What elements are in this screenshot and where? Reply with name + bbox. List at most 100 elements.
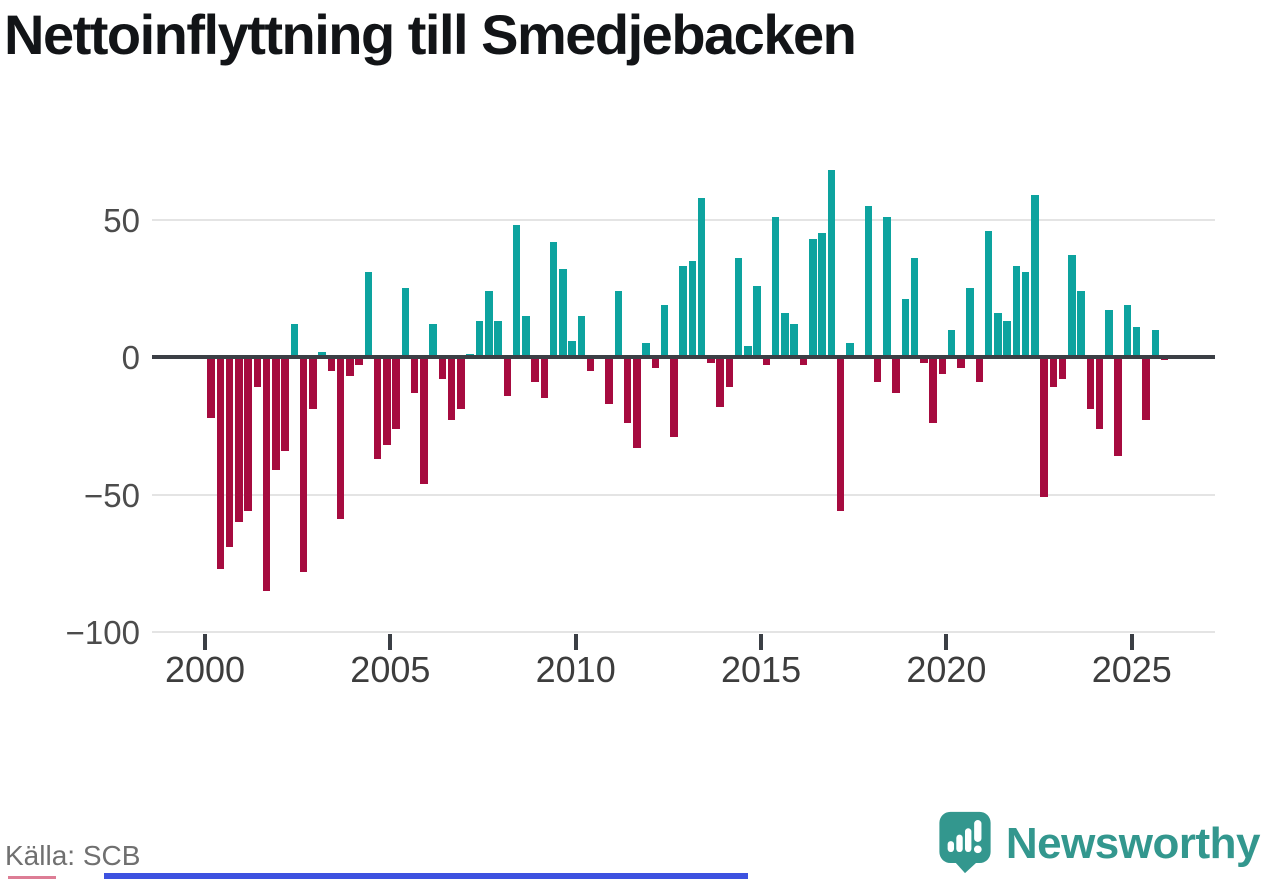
bar xyxy=(466,354,474,356)
bar xyxy=(346,359,354,377)
bar xyxy=(225,359,234,547)
bar xyxy=(568,340,576,355)
bar xyxy=(1003,321,1011,356)
bar xyxy=(327,359,336,371)
x-axis-tick xyxy=(573,634,578,650)
bar xyxy=(1021,271,1030,356)
zero-axis-line xyxy=(152,355,1215,359)
bar xyxy=(846,343,854,356)
bar xyxy=(771,216,780,356)
newsworthy-logo: Newsworthy xyxy=(936,810,1261,879)
bar xyxy=(1058,359,1067,379)
bar xyxy=(1012,266,1021,356)
bar xyxy=(1160,359,1169,360)
brand-bar-pink-segment xyxy=(8,876,56,879)
bar xyxy=(540,359,548,399)
bar xyxy=(651,359,660,368)
bar xyxy=(642,343,650,356)
bar xyxy=(216,359,224,569)
y-gridline xyxy=(152,493,1215,496)
bar xyxy=(262,359,271,591)
bar xyxy=(272,359,280,470)
bar xyxy=(623,359,632,423)
bar xyxy=(605,359,613,404)
y-gridline xyxy=(152,631,1215,633)
bar xyxy=(707,359,715,363)
bar xyxy=(762,359,771,366)
bar xyxy=(947,329,956,355)
bar xyxy=(790,324,798,355)
y-gridline xyxy=(152,218,1215,221)
bar xyxy=(873,359,882,382)
bar xyxy=(734,258,743,355)
bar xyxy=(1086,359,1095,410)
bar xyxy=(670,359,678,437)
bar xyxy=(1114,359,1122,456)
bar xyxy=(207,359,215,418)
bar xyxy=(910,258,919,355)
bar xyxy=(744,346,752,355)
bar xyxy=(818,233,826,356)
bar xyxy=(883,216,891,356)
bar xyxy=(512,225,521,355)
bar xyxy=(901,299,909,356)
bar xyxy=(235,359,243,522)
bar xyxy=(1142,359,1150,421)
bar xyxy=(984,230,993,355)
bar xyxy=(355,359,363,366)
bar xyxy=(697,197,706,355)
bar xyxy=(522,315,530,356)
bar xyxy=(920,359,928,363)
bar xyxy=(253,359,261,388)
bar xyxy=(994,313,1002,355)
bar xyxy=(577,315,585,356)
bar xyxy=(688,260,697,356)
y-axis-label: 0 xyxy=(121,339,140,376)
bar xyxy=(1068,255,1076,356)
bar xyxy=(364,271,373,356)
bar xyxy=(401,288,410,356)
x-axis-tick xyxy=(944,634,949,650)
bar xyxy=(725,359,734,388)
bar xyxy=(299,359,308,572)
y-axis-label: −100 xyxy=(65,614,140,651)
bar xyxy=(336,359,345,520)
bar xyxy=(475,321,484,356)
bar xyxy=(373,359,382,459)
x-axis-label: 2005 xyxy=(350,649,431,690)
bar xyxy=(392,359,400,429)
bar xyxy=(864,205,872,356)
bar xyxy=(318,351,326,355)
x-axis-label: 2015 xyxy=(721,649,802,690)
bar xyxy=(614,291,623,355)
bar xyxy=(503,359,511,396)
bar xyxy=(781,313,789,355)
bar xyxy=(438,359,447,379)
bar xyxy=(753,285,761,355)
bar xyxy=(1040,359,1048,498)
bar xyxy=(420,359,428,484)
bar xyxy=(716,359,724,407)
newsworthy-pin-icon xyxy=(936,810,994,879)
bar xyxy=(281,359,289,451)
bar xyxy=(586,359,595,371)
x-axis-tick xyxy=(1129,634,1134,650)
bar xyxy=(531,359,539,382)
brand-name: Newsworthy xyxy=(1005,819,1261,868)
bar xyxy=(1049,359,1058,388)
bar xyxy=(809,238,817,356)
bar xyxy=(309,359,317,410)
bar xyxy=(827,170,835,355)
plot-area: 50 0 −50 −100 2000 2005 2010 2015 2020 2025 xyxy=(65,170,1215,690)
bar xyxy=(957,359,965,368)
chart-title: Nettoinflyttning till Smedjebacken xyxy=(4,3,857,66)
bar xyxy=(290,324,299,355)
y-axis-label: 50 xyxy=(103,201,140,239)
bar xyxy=(966,288,974,356)
bar xyxy=(633,359,641,448)
x-axis-tick xyxy=(388,634,393,650)
bar xyxy=(938,359,947,374)
bar xyxy=(383,359,391,445)
x-axis-tick xyxy=(759,634,764,650)
